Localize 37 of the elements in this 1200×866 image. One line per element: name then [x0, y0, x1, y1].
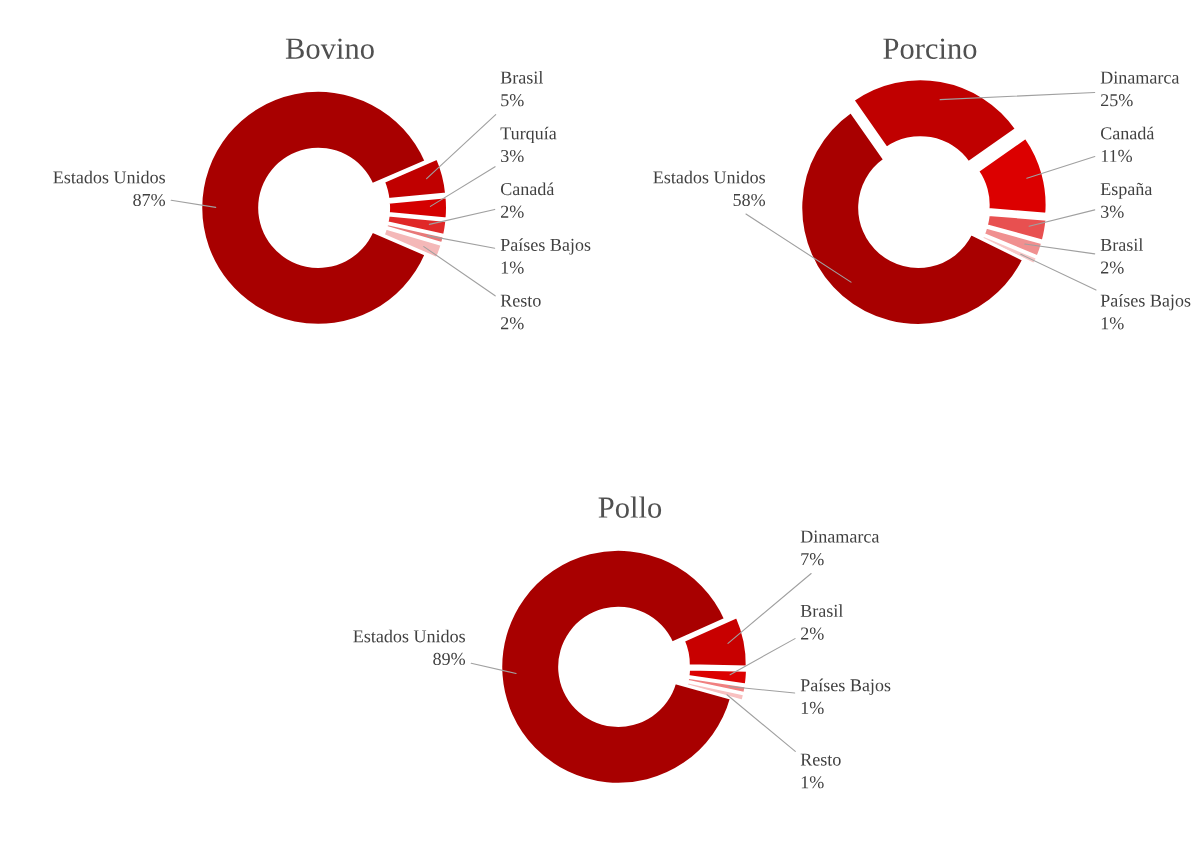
slice-label: Países Bajos	[500, 238, 591, 255]
data-label: 3%	[1101, 205, 1124, 218]
slice-label: Dinamarca	[1100, 71, 1180, 84]
slice-label: Estados Unidos	[653, 170, 765, 184]
data-label: 3%	[501, 149, 524, 163]
slice-label: Resto	[500, 294, 541, 307]
data-label: 2%	[501, 205, 524, 218]
data-label: 11%	[1101, 149, 1133, 163]
slice-label: Países Bajos	[800, 678, 891, 695]
slice-label: Dinamarca	[800, 530, 880, 543]
slice-label: Resto	[800, 753, 841, 766]
slice-label: Estados Unidos	[53, 170, 165, 184]
data-label: 89%	[433, 652, 466, 666]
slice-label: Turquía	[500, 126, 557, 144]
slice-label: España	[1100, 182, 1153, 199]
slice-label: Canadá	[1100, 126, 1155, 140]
slice-label: Brasil	[500, 70, 543, 84]
slice-label: Países Bajos	[1100, 293, 1191, 311]
data-label: 1%	[801, 776, 824, 789]
data-label: 2%	[1101, 261, 1124, 274]
slice-label: Canadá	[500, 182, 555, 196]
data-label: 7%	[801, 553, 824, 566]
chart-title: Porcino	[883, 38, 977, 59]
data-label: 1%	[1101, 317, 1124, 330]
data-label: 25%	[1101, 94, 1133, 107]
data-label: 58%	[733, 193, 766, 207]
slice-label: Estados Unidos	[353, 629, 465, 643]
data-label: 1%	[501, 261, 524, 274]
chart-title: Pollo	[598, 496, 662, 518]
data-label: 2%	[501, 317, 524, 330]
data-label: 1%	[801, 701, 824, 715]
data-label: 2%	[801, 627, 824, 640]
slice-label: Brasil	[1100, 238, 1143, 251]
slice-label: Brasil	[800, 604, 843, 617]
chart-title: Bovino	[285, 38, 374, 59]
data-label: 5%	[501, 94, 524, 107]
data-label: 87%	[133, 193, 166, 207]
